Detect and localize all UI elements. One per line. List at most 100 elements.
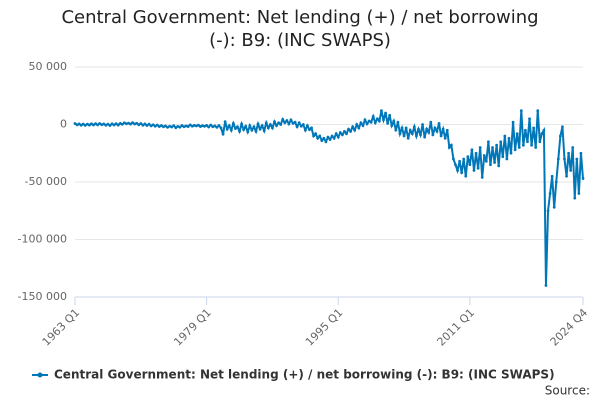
point — [402, 134, 406, 138]
point — [293, 120, 297, 124]
point — [380, 109, 383, 113]
point — [87, 123, 91, 127]
point — [137, 123, 141, 127]
point — [375, 117, 379, 121]
point — [429, 120, 433, 124]
point — [227, 124, 231, 128]
point — [330, 134, 334, 138]
point — [116, 123, 120, 127]
legend-marker — [37, 372, 43, 378]
point — [308, 128, 311, 132]
point — [197, 123, 200, 127]
point — [386, 121, 390, 125]
point — [353, 128, 357, 132]
point — [283, 121, 287, 125]
point — [332, 136, 336, 140]
point — [260, 124, 264, 128]
point — [159, 124, 163, 127]
point — [172, 124, 176, 128]
point — [314, 132, 318, 136]
point — [486, 140, 490, 144]
point — [349, 130, 352, 133]
point — [238, 130, 241, 133]
point — [392, 119, 396, 123]
point — [421, 123, 424, 126]
point — [565, 174, 568, 178]
point — [452, 157, 455, 161]
point — [507, 136, 511, 140]
point — [538, 140, 542, 144]
point — [207, 125, 211, 129]
point — [209, 123, 213, 127]
point — [174, 126, 178, 130]
point — [215, 125, 219, 129]
point — [336, 135, 340, 139]
point — [561, 125, 564, 129]
point — [415, 134, 418, 138]
point — [408, 128, 412, 132]
x-tick-label: 1979 Q1 — [171, 306, 214, 349]
point — [285, 119, 289, 122]
point — [279, 123, 283, 126]
point — [129, 122, 132, 126]
point — [310, 126, 313, 130]
point — [108, 124, 112, 127]
point — [575, 157, 579, 161]
point — [246, 130, 250, 134]
point — [466, 155, 470, 159]
point — [550, 174, 554, 178]
point — [410, 132, 414, 136]
point — [400, 126, 404, 130]
point — [120, 122, 124, 126]
point — [532, 126, 536, 130]
point — [83, 124, 87, 127]
x-tick-label: 2024 Q4 — [548, 306, 591, 349]
point — [361, 124, 365, 128]
point — [552, 205, 556, 209]
point — [493, 161, 496, 164]
point — [151, 123, 155, 127]
point — [425, 127, 429, 131]
point — [145, 124, 149, 127]
legend-label: Central Government: Net lending (+) / ne… — [54, 368, 555, 382]
point — [433, 126, 437, 130]
point — [567, 151, 571, 155]
point — [264, 121, 268, 125]
point — [262, 129, 266, 133]
point — [147, 122, 151, 126]
point — [219, 126, 223, 130]
point — [347, 127, 350, 131]
point — [540, 132, 544, 136]
point — [484, 159, 488, 163]
point — [351, 125, 355, 129]
point — [271, 126, 274, 130]
point — [131, 121, 134, 125]
y-tick-label: 0 — [60, 118, 67, 131]
point — [530, 143, 533, 147]
point — [345, 132, 348, 136]
point — [577, 192, 581, 195]
point — [273, 120, 276, 124]
point — [509, 151, 513, 155]
point — [521, 143, 525, 147]
point — [476, 166, 480, 170]
point — [338, 131, 342, 134]
point — [478, 146, 482, 149]
point — [431, 133, 435, 137]
point — [324, 140, 328, 144]
point — [106, 122, 110, 126]
point — [503, 134, 507, 138]
point — [423, 135, 427, 139]
point — [462, 157, 466, 161]
point — [102, 122, 106, 126]
point — [328, 138, 332, 141]
point — [236, 125, 239, 129]
point — [153, 124, 157, 128]
point — [513, 148, 517, 152]
point — [254, 130, 258, 133]
point — [205, 124, 209, 127]
point — [213, 124, 217, 128]
point — [287, 122, 291, 126]
